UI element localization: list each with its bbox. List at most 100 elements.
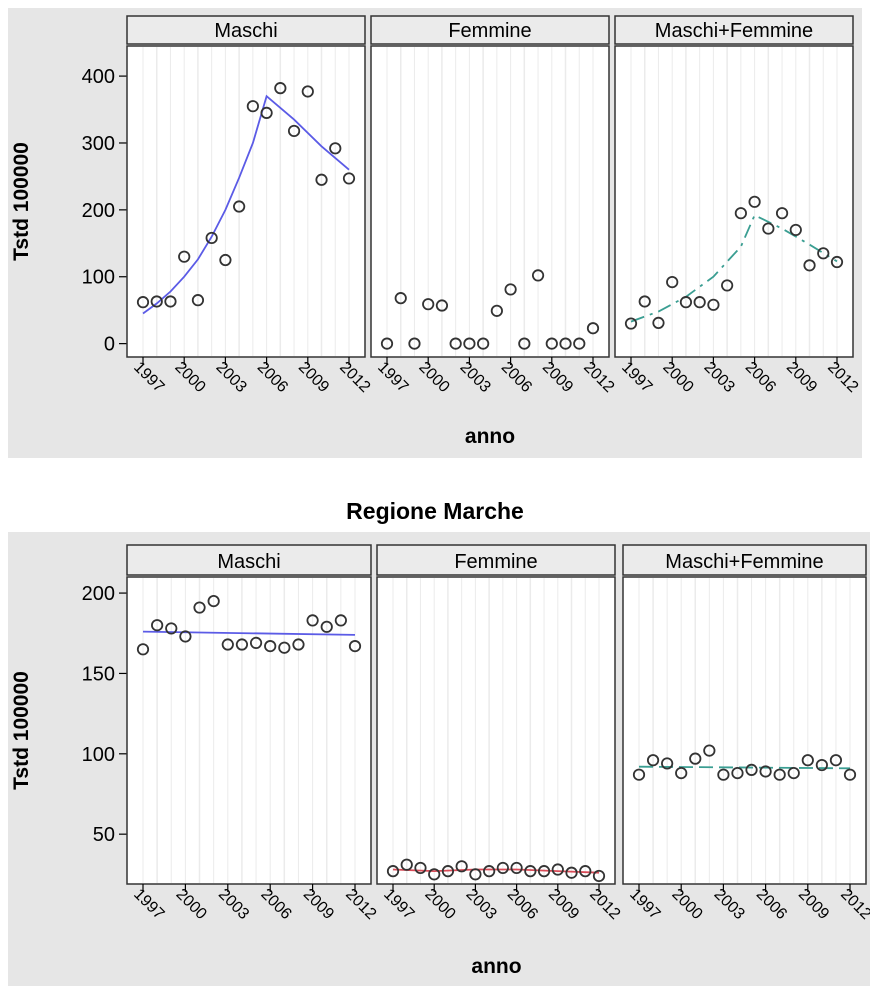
facet-strip-label: Femmine: [448, 20, 531, 42]
trend-line: [392, 868, 600, 874]
data-point: [165, 622, 178, 635]
facet-strip: [126, 544, 372, 576]
data-point: [707, 298, 720, 311]
data-point: [504, 283, 517, 296]
data-point: [565, 866, 578, 879]
data-point: [278, 641, 291, 654]
data-point: [348, 640, 362, 653]
facet-panel: [370, 45, 610, 358]
data-point: [246, 100, 259, 113]
data-point: [573, 337, 586, 350]
data-point: [579, 865, 592, 878]
data-point: [179, 630, 192, 643]
data-point: [748, 195, 761, 208]
data-point: [830, 255, 844, 269]
data-point: [164, 295, 177, 308]
data-point: [315, 173, 328, 186]
facet-strip: [126, 15, 366, 45]
data-point: [193, 601, 206, 614]
data-point: [652, 316, 665, 329]
facet-strip: [622, 544, 867, 576]
data-point: [306, 614, 319, 627]
data-point: [759, 765, 772, 778]
data-point: [264, 640, 277, 653]
data-point: [260, 106, 273, 119]
data-point: [191, 294, 205, 307]
data-point: [531, 269, 545, 282]
x-axis-label: anno: [471, 955, 521, 978]
data-point: [136, 643, 150, 656]
data-point: [703, 744, 716, 757]
data-point: [773, 768, 786, 781]
facet-panel: [614, 45, 854, 358]
data-point: [205, 231, 218, 245]
data-point: [274, 82, 287, 95]
facet-strip-label: Maschi+Femmine: [655, 20, 813, 42]
data-point: [219, 253, 232, 267]
data-point: [586, 322, 600, 335]
data-point: [675, 766, 688, 780]
data-point: [843, 768, 857, 781]
data-point: [787, 766, 800, 780]
y-axis-label: Tstd 100000: [10, 671, 33, 790]
facet-panel: [126, 45, 366, 358]
facet-panel: [622, 576, 867, 885]
data-point: [329, 142, 342, 155]
data-point: [386, 865, 400, 878]
data-point: [559, 337, 572, 350]
data-point: [638, 295, 651, 308]
trend-line: [142, 630, 356, 636]
data-point: [428, 868, 441, 881]
data-point: [477, 337, 490, 350]
data-point: [207, 595, 220, 608]
data-point: [408, 337, 421, 350]
y-tick-label: 100: [82, 744, 115, 766]
data-point: [249, 636, 263, 650]
data-point: [632, 768, 646, 781]
data-point: [518, 337, 531, 350]
y-tick-label: 150: [82, 663, 115, 685]
y-tick-label: 300: [82, 133, 115, 155]
y-tick-label: 50: [93, 824, 115, 846]
data-point: [342, 172, 356, 185]
data-point: [334, 614, 347, 627]
trend-line: [142, 94, 350, 315]
data-point: [646, 754, 660, 767]
data-point: [762, 222, 775, 235]
data-point: [463, 337, 476, 350]
data-point: [829, 754, 843, 767]
data-point: [441, 865, 455, 878]
data-point: [469, 868, 482, 881]
data-point: [301, 85, 314, 98]
data-point: [510, 861, 523, 875]
facet-panel: [126, 576, 372, 885]
facet-panel: [376, 576, 616, 885]
facet-strip-label: Maschi+Femmine: [665, 551, 823, 573]
y-tick-label: 0: [104, 334, 115, 356]
data-point: [731, 766, 744, 780]
data-point: [292, 638, 305, 651]
y-tick-label: 200: [82, 200, 115, 222]
facet-strip: [370, 15, 610, 45]
data-point: [221, 638, 234, 651]
data-point: [551, 863, 564, 876]
data-point: [414, 861, 427, 875]
data-point: [661, 757, 674, 770]
data-point: [817, 247, 830, 260]
data-point: [496, 861, 509, 875]
data-point: [455, 860, 468, 873]
data-point: [422, 298, 435, 311]
data-point: [624, 317, 638, 330]
data-point: [693, 296, 706, 309]
data-point: [815, 758, 828, 772]
facet-strip-label: Maschi: [217, 551, 280, 573]
data-point: [233, 200, 246, 213]
data-point: [801, 754, 814, 767]
data-point: [320, 620, 333, 633]
data-point: [721, 279, 734, 292]
y-tick-label: 200: [82, 583, 115, 605]
facet-strip-label: Femmine: [454, 551, 537, 573]
trend-line: [630, 213, 838, 323]
data-point: [789, 223, 802, 237]
